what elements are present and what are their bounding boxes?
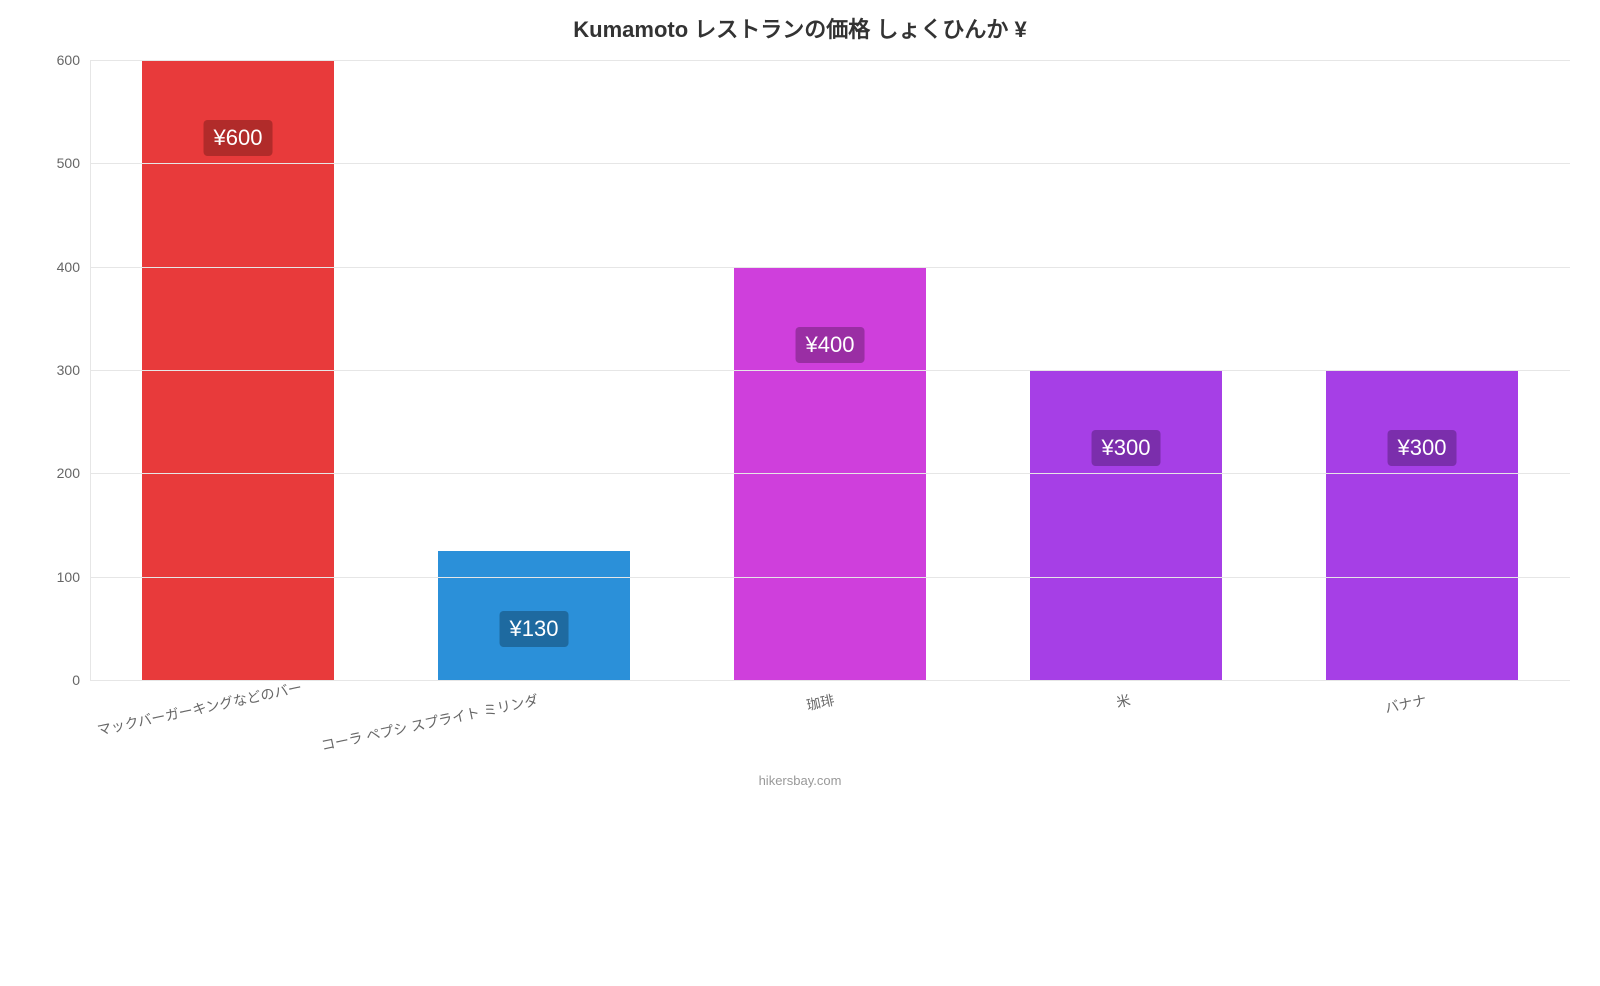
chart-container: Kumamoto レストランの価格 しょくひんか ¥ ¥600 ¥130 ¥400 ¥… [0,0,1600,800]
bar-value-badge: ¥600 [204,120,273,156]
grid-line [90,163,1570,164]
grid-line [90,267,1570,268]
plot-area: ¥600¥130¥400¥300¥300 0100200300400500600… [90,60,1570,680]
y-tick-label: 100 [57,569,90,585]
grid-line [90,370,1570,371]
x-axis-label: マックバーガーキングなどのバー [93,680,244,740]
bar [1326,370,1518,680]
y-tick-label: 300 [57,362,90,378]
y-tick-label: 200 [57,465,90,481]
grid-line [90,577,1570,578]
bar-value-badge: ¥130 [500,611,569,647]
bar-value-badge: ¥300 [1388,430,1457,466]
bar-value-badge: ¥400 [796,327,865,363]
attribution-text: hikersbay.com [759,773,842,788]
y-axis-line [90,60,91,680]
bar-value-badge: ¥300 [1092,430,1161,466]
grid-line [90,60,1570,61]
y-tick-label: 500 [57,155,90,171]
y-tick-label: 600 [57,52,90,68]
y-tick-label: 0 [72,672,90,688]
y-tick-label: 400 [57,259,90,275]
grid-line [90,473,1570,474]
bar [1030,370,1222,680]
chart-title: Kumamoto レストランの価格 しょくひんか ¥ [0,0,1600,44]
